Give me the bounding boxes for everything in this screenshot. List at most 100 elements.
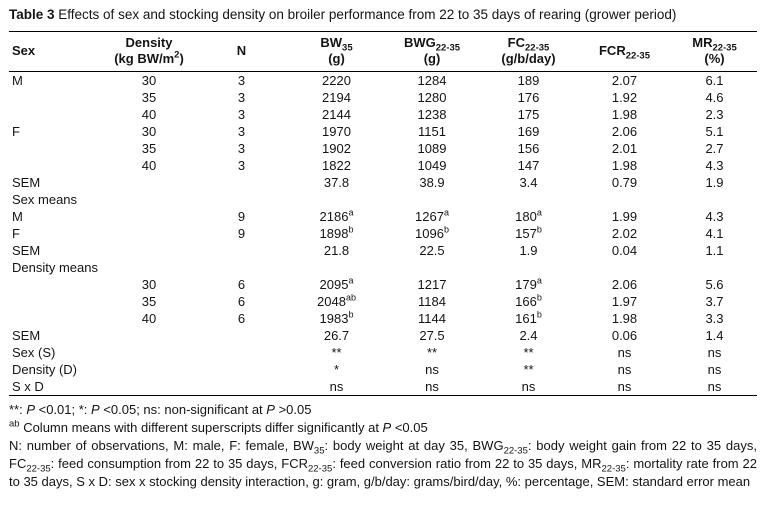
- table-row: Density means: [9, 259, 757, 276]
- cell: 27.5: [419, 328, 445, 343]
- cell: 2.07: [611, 73, 638, 88]
- cell: 40: [141, 158, 157, 173]
- cell: [577, 191, 672, 208]
- cell: 1.92: [611, 90, 638, 105]
- table-row: Sex (S) ** ** ** ns ns: [9, 344, 757, 361]
- cell: [289, 259, 384, 276]
- cell: 2.3: [705, 107, 724, 122]
- table-row: 35 3 1902 1089 156 2.01 2.7: [9, 140, 757, 157]
- table-title: Table 3 Effects of sex and stocking dens…: [9, 5, 757, 24]
- cell: [104, 327, 194, 344]
- cell: 1902: [322, 141, 351, 156]
- cell: 0.79: [611, 175, 638, 190]
- cell: [480, 259, 577, 276]
- table-body: M 30 3 2220 1284 189 2.07 6.1 35 3 2194 1280 176 1.92…: [9, 72, 757, 396]
- col-header-sex: Sex: [12, 43, 36, 58]
- cell: 4.3: [705, 209, 724, 224]
- cell: F: [12, 124, 20, 139]
- cell: 1.1: [705, 243, 724, 258]
- cell: ns: [617, 379, 632, 394]
- cell: [9, 310, 104, 327]
- cell: ns: [707, 379, 722, 394]
- cell: [9, 89, 104, 106]
- cell: [104, 378, 194, 396]
- cell: [384, 259, 480, 276]
- cell: 2048ab: [317, 292, 356, 309]
- performance-table: Sex Density (kg BW/m2) N BW35 (g) BWG22-35 (g) F…: [9, 31, 757, 396]
- cell: 6.1: [705, 73, 724, 88]
- cell: 179a: [515, 275, 542, 292]
- cell: 3: [237, 73, 246, 88]
- cell: 2186a: [319, 207, 354, 224]
- cell: ns: [707, 345, 722, 360]
- cell: **: [331, 345, 342, 360]
- cell: 161b: [515, 309, 542, 326]
- table-row: SEM 26.7 27.5 2.4 0.06 1.4: [9, 327, 757, 344]
- table-row: 35 6 2048ab 1184 166b 1.97 3.7: [9, 293, 757, 310]
- cell: 2095a: [319, 275, 354, 292]
- cell: 1267a: [415, 207, 449, 224]
- cell: [672, 191, 757, 208]
- document-page: Table 3 Effects of sex and stocking dens…: [9, 5, 757, 491]
- cell: 6: [237, 294, 246, 309]
- col-header-n: N: [236, 43, 247, 58]
- cell: ns: [329, 379, 344, 394]
- cell: [194, 361, 289, 378]
- cell: [9, 157, 104, 174]
- cell: 3: [237, 141, 246, 156]
- col-header-mr: MR22-35 (%): [692, 35, 737, 66]
- table-row: 40 3 1822 1049 147 1.98 4.3: [9, 157, 757, 174]
- table-row: 30 6 2095a 1217 179a 2.06 5.6: [9, 276, 757, 293]
- table-row: F 9 1898b 1096b 157b 2.02 4.1: [9, 225, 757, 242]
- table-row: F 30 3 1970 1151 169 2.06 5.1: [9, 123, 757, 140]
- cell: 1970: [322, 124, 351, 139]
- cell: 5.1: [705, 124, 724, 139]
- cell: 1983b: [319, 309, 354, 326]
- cell: Sex (S): [12, 345, 56, 360]
- cell: ns: [707, 362, 722, 377]
- cell: [9, 106, 104, 123]
- cell: 1217: [417, 277, 447, 292]
- cell: 1898b: [319, 224, 354, 241]
- cell: 26.7: [323, 328, 350, 343]
- footnotes: **: P <0.01; *: P <0.05; ns: non-signifi…: [9, 401, 757, 491]
- cell: 3: [237, 90, 246, 105]
- cell: 1.98: [611, 107, 638, 122]
- cell: [289, 191, 384, 208]
- col-header-density: Density (kg BW/m2): [114, 35, 184, 66]
- cell: M: [12, 73, 23, 88]
- cell: SEM: [12, 175, 41, 190]
- cell: [104, 259, 194, 276]
- cell: 9: [237, 209, 246, 224]
- cell: 2220: [322, 73, 351, 88]
- cell: 2.06: [611, 277, 638, 292]
- footnote-significance: **: P <0.01; *: P <0.05; ns: non-signifi…: [9, 402, 312, 417]
- cell: 3.3: [705, 311, 724, 326]
- cell: **: [426, 345, 438, 360]
- cell: ns: [425, 379, 439, 394]
- cell: 147: [517, 158, 540, 173]
- cell: *: [333, 362, 340, 377]
- cell: 5.6: [705, 277, 724, 292]
- table-row: SEM 21.8 22.5 1.9 0.04 1.1: [9, 242, 757, 259]
- cell: 1.98: [611, 158, 638, 173]
- table-row: 35 3 2194 1280 176 1.92 4.6: [9, 89, 757, 106]
- cell: 1089: [417, 141, 447, 156]
- cell: 1284: [417, 73, 447, 88]
- cell: [384, 191, 480, 208]
- cell: **: [523, 362, 534, 377]
- cell: 1.98: [611, 311, 638, 326]
- cell: 2144: [322, 107, 351, 122]
- cell: 9: [237, 226, 246, 241]
- cell: 4.3: [705, 158, 724, 173]
- cell: [194, 259, 289, 276]
- cell: [9, 293, 104, 310]
- cell: 175: [517, 107, 540, 122]
- table-row: M 9 2186a 1267a 180a 1.99 4.3: [9, 208, 757, 225]
- cell: [9, 140, 104, 157]
- cell: [480, 191, 577, 208]
- cell: F: [12, 226, 20, 241]
- cell: 4.6: [705, 90, 724, 105]
- cell: **: [523, 345, 534, 360]
- cell: 35: [141, 294, 157, 309]
